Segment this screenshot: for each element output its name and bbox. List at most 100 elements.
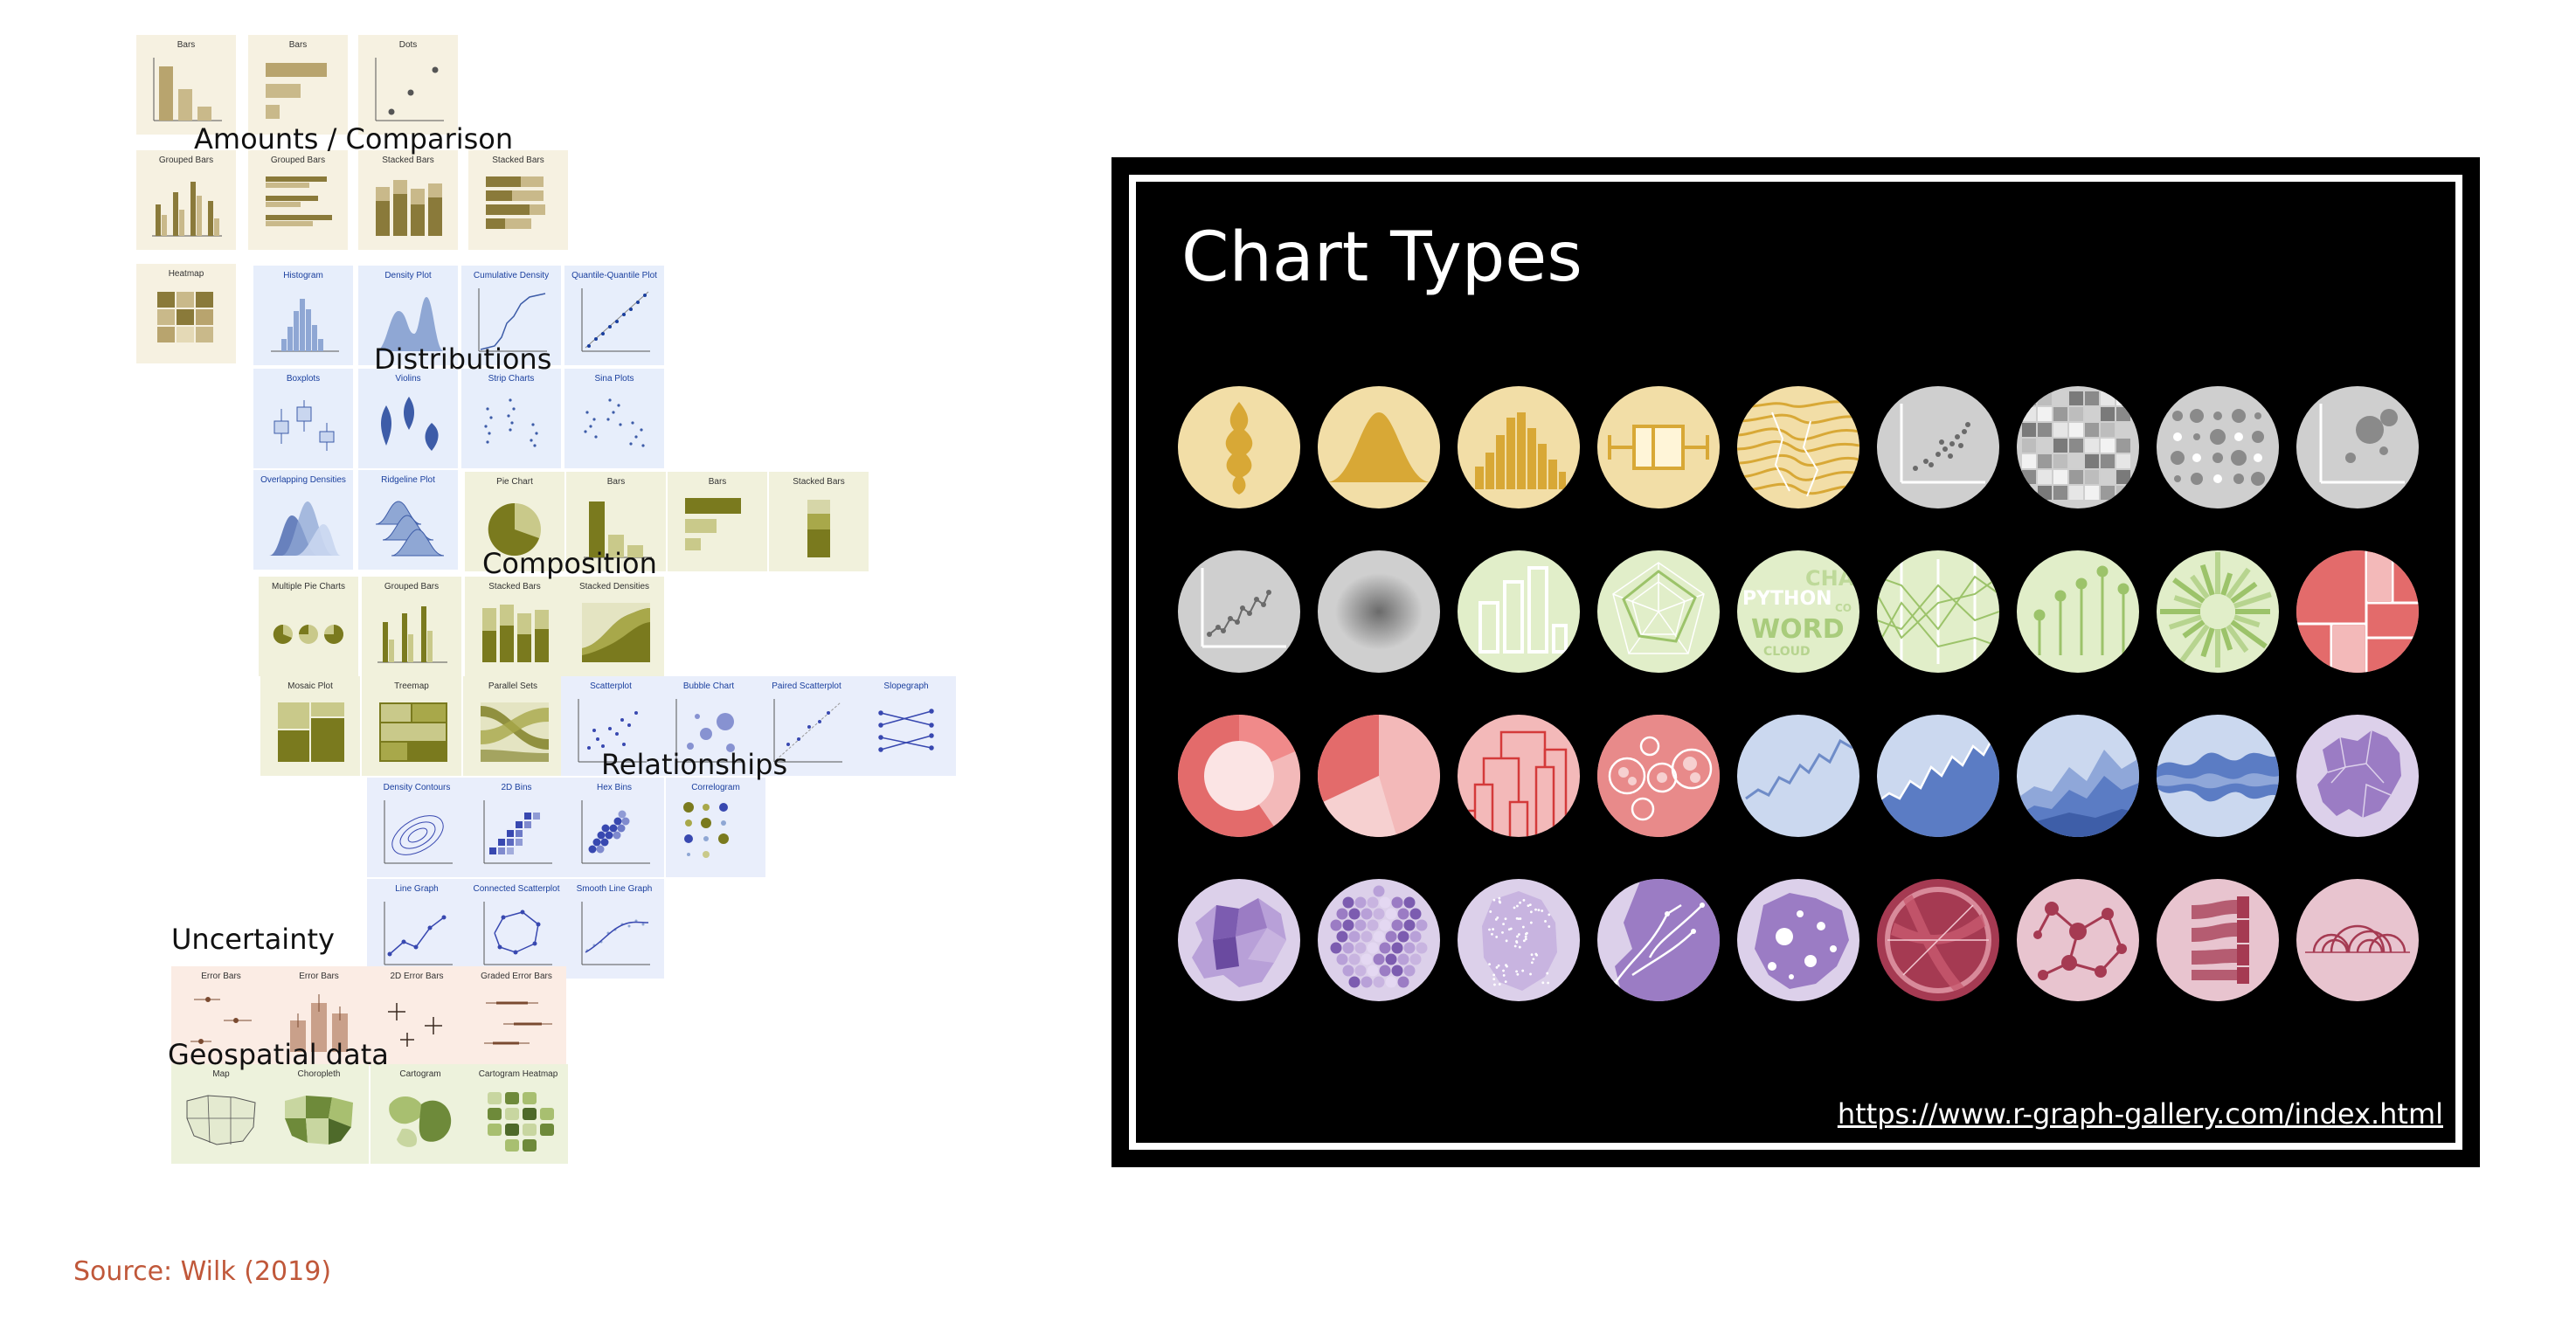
smooth-line-graph-thumbnail [581,902,650,965]
r-graph-gallery-link[interactable]: https://www.r-graph-gallery.com/index.ht… [1837,1097,2443,1131]
circle-density-2d-icon [1318,550,1440,673]
circle-pie-icon [1318,715,1440,837]
heatmap-thumbnail [157,292,213,342]
tile-title: Pie Chart [496,477,533,487]
tile-title: Grouped Bars [158,156,214,165]
comp-stacked-bars-thumbnail [807,500,830,557]
circle-connection-map-icon [1597,879,1720,1001]
tile-hex-bins: Hex Bins [564,778,664,877]
tile-2d-error-bars: 2D Error Bars [367,966,467,1066]
tile-boxplots: Boxplots [253,369,353,468]
tile-title: 2D Error Bars [390,972,444,981]
tile-correlogram: Correlogram [666,778,765,877]
tile-title: Heatmap [168,269,204,279]
tile-title: Mosaic Plot [287,681,333,691]
tile-title: Bars [708,477,727,487]
tile-title: Bars [177,40,196,50]
tile-title: Stacked Bars [488,582,541,591]
tile-stacked-bars-horizontal: Stacked Bars [468,150,568,250]
tile-density-plot: Density Plot [358,266,458,365]
boxplots-thumbnail [274,400,335,451]
tile-title: Scatterplot [590,681,632,691]
tile-error-bars-1: Error Bars [171,966,271,1066]
overlapping-densities-thumbnail [269,501,341,556]
circle-histogram-icon [1458,386,1580,508]
circle-chord-icon [1877,879,1999,1001]
error-bars-1-thumbnail [190,997,252,1044]
tile-qq-plot: Quantile-Quantile Plot [564,266,664,365]
tile-scatterplot: Scatterplot [561,676,661,776]
circle-dot-map-icon [1458,879,1580,1001]
tile-title: Cartogram Heatmap [478,1069,558,1079]
circle-sankey-icon [2157,879,2279,1001]
panel-title: Chart Types [1181,218,1582,297]
tile-title: Correlogram [691,783,740,792]
tile-overlapping-densities: Overlapping Densities [253,470,353,570]
tile-slopegraph: Slopegraph [856,676,956,776]
tile-title: Dots [398,40,418,50]
svg-text:PYTHON: PYTHON [1742,588,1832,610]
circle-europe-map-icon [2296,715,2419,837]
tile-title: Stacked Bars [793,477,845,487]
tile-title: Sina Plots [594,374,634,384]
paired-scatterplot-thumbnail [773,699,842,763]
category-label-uncertainty: Uncertainty [171,923,335,956]
cartogram-thumbnail [389,1096,452,1147]
tile-title: Ridgeline Plot [381,475,435,485]
circle-connected-scatter-icon [1178,550,1300,673]
tile-title: 2D Bins [501,783,532,792]
stacked-densities-thumbnail [582,603,650,662]
circle-hexbin-map-icon [1318,879,1440,1001]
tile-connected-scatterplot: Connected Scatterplot [467,879,566,979]
tile-multiple-pie-charts: Multiple Pie Charts [259,577,358,676]
map-thumbnail [186,1095,256,1145]
circle-correlogram-icon [2157,386,2279,508]
bins-2d-thumbnail [483,800,552,864]
tile-heatmap: Heatmap [136,264,236,363]
slopegraph-thumbnail [878,709,934,752]
circle-violin-icon [1178,386,1300,508]
circle-treemap-icon [2296,550,2419,673]
category-label-geospatial: Geospatial data [168,1038,389,1071]
circle-network-icon [2017,879,2139,1001]
comp-stacked-bars-2-thumbnail [482,605,549,662]
tile-error-bars-2: Error Bars [269,966,369,1066]
circle-boxplot-icon [1597,386,1720,508]
tile-title: Connected Scatterplot [473,884,560,894]
comp-bars-vertical-thumbnail [584,501,652,558]
tile-choropleth: Choropleth [269,1064,369,1164]
graded-error-bars-thumbnail [484,1001,552,1045]
circle-line-icon [1737,715,1859,837]
strip-charts-thumbnail [484,398,538,447]
tile-title: Cumulative Density [473,271,550,280]
tile-bars-vertical: Bars [136,35,236,135]
grouped-bars-vertical-thumbnail [152,182,222,237]
tile-grouped-bars-vertical: Grouped Bars [136,150,236,250]
density-contours-thumbnail [384,800,453,864]
svg-text:WORD: WORD [1751,614,1845,645]
tile-parallel-sets: Parallel Sets [463,676,563,776]
circle-circle-packing-icon [1597,715,1720,837]
tile-title: Bars [288,40,308,50]
tile-smooth-line-graph: Smooth Line Graph [564,879,664,979]
category-label-relationships: Relationships [601,748,788,781]
tile-paired-scatterplot: Paired Scatterplot [757,676,856,776]
tile-stacked-densities: Stacked Densities [564,577,664,676]
tile-ridgeline-plot: Ridgeline Plot [358,470,458,570]
tile-violins: Violins [358,369,458,468]
tile-density-contours: Density Contours [367,778,467,877]
tile-title: Density Plot [384,271,432,280]
tile-cartogram: Cartogram [370,1064,470,1164]
tile-mosaic-plot: Mosaic Plot [260,676,360,776]
tile-histogram: Histogram [253,266,353,365]
circle-wordcloud-icon: CHARPYTHONWORDCLOUDCO [1737,550,1859,673]
svg-text:CO: CO [1835,602,1852,614]
mosaic-plot-thumbnail [278,702,344,762]
tile-title: Graded Error Bars [481,972,552,981]
bars-horizontal-thumbnail [266,63,327,119]
circle-heatmap-icon [2017,386,2139,508]
tile-title: Slopegraph [883,681,929,691]
bubble-chart-thumbnail [675,699,744,763]
connected-scatterplot-thumbnail [483,902,552,965]
parallel-sets-thumbnail [481,702,549,762]
